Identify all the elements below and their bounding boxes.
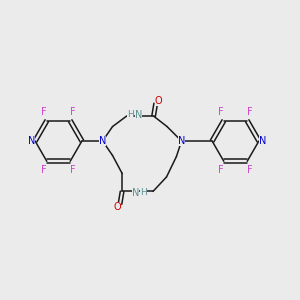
Text: N: N [135, 110, 142, 120]
Text: N: N [99, 136, 106, 146]
Text: F: F [218, 107, 224, 117]
Text: F: F [70, 107, 76, 117]
Text: N: N [28, 136, 35, 146]
Text: F: F [41, 107, 46, 117]
Text: F: F [41, 165, 46, 175]
Text: H: H [140, 188, 147, 197]
Text: N: N [132, 188, 139, 198]
Text: H: H [127, 110, 134, 119]
Text: F: F [248, 107, 253, 117]
Text: F: F [70, 165, 76, 175]
Text: O: O [155, 95, 163, 106]
Text: F: F [248, 165, 253, 175]
Text: O: O [113, 202, 121, 212]
Text: N: N [178, 136, 185, 146]
Text: N: N [259, 136, 266, 146]
Text: F: F [218, 165, 224, 175]
